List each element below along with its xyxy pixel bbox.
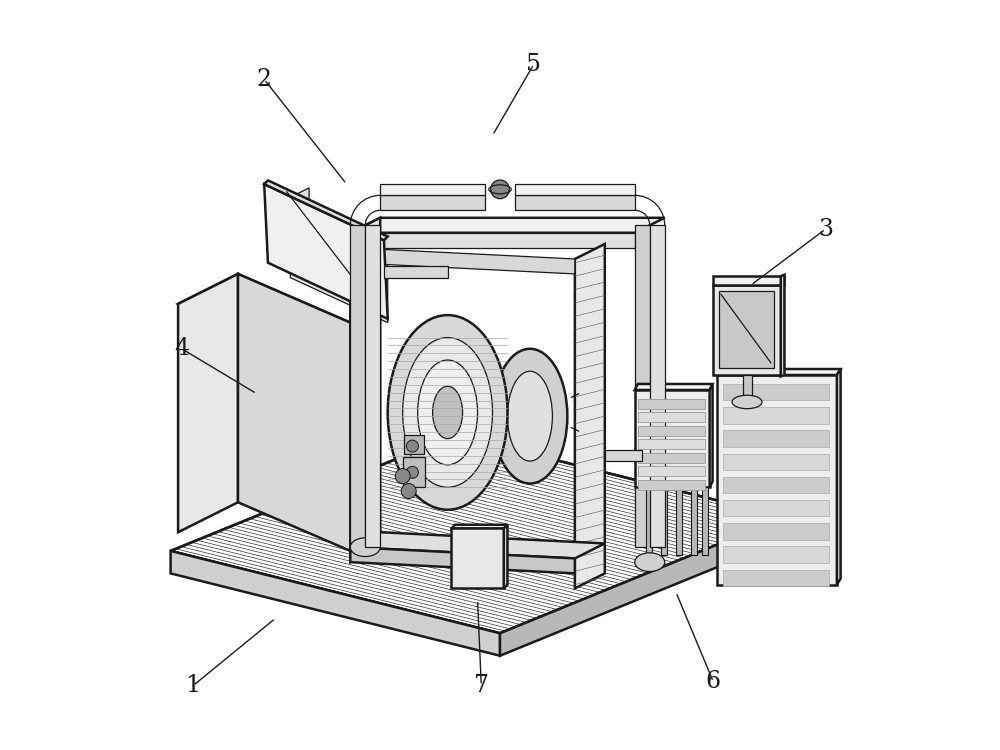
Polygon shape [451,529,504,588]
Ellipse shape [635,553,665,572]
Polygon shape [365,225,380,548]
Text: 4: 4 [174,338,189,360]
Polygon shape [638,480,705,490]
Polygon shape [723,547,829,563]
Polygon shape [171,435,784,633]
Ellipse shape [418,360,478,465]
Ellipse shape [388,315,507,510]
Polygon shape [515,195,635,210]
Polygon shape [380,195,485,210]
Polygon shape [515,184,635,195]
Polygon shape [723,524,829,540]
Polygon shape [723,477,829,494]
Ellipse shape [433,386,463,439]
Polygon shape [638,426,705,436]
Polygon shape [638,413,705,422]
Polygon shape [451,525,507,529]
Polygon shape [504,525,507,588]
Ellipse shape [403,338,493,488]
Polygon shape [178,274,350,352]
Polygon shape [287,188,309,214]
Polygon shape [837,369,841,584]
Polygon shape [350,225,365,548]
Polygon shape [350,548,575,574]
Polygon shape [404,435,424,454]
Polygon shape [781,274,784,376]
Polygon shape [743,375,752,399]
Polygon shape [717,375,837,584]
Polygon shape [290,199,388,259]
Polygon shape [350,217,665,232]
Polygon shape [702,488,708,555]
Polygon shape [290,199,388,322]
Text: 1: 1 [186,674,201,698]
Circle shape [406,466,418,478]
Polygon shape [264,184,388,319]
Circle shape [401,484,416,499]
Polygon shape [350,532,605,559]
Ellipse shape [493,349,567,484]
Polygon shape [638,466,705,476]
Polygon shape [713,285,781,375]
Polygon shape [500,518,784,656]
Polygon shape [717,369,841,375]
Text: 2: 2 [257,68,272,91]
Polygon shape [650,225,665,548]
Text: 5: 5 [526,53,541,76]
Polygon shape [638,399,705,409]
Ellipse shape [732,395,762,409]
Polygon shape [646,488,652,555]
Polygon shape [380,184,485,195]
Circle shape [406,440,418,452]
Polygon shape [638,453,705,463]
Text: 6: 6 [706,670,721,694]
Polygon shape [676,488,682,555]
Polygon shape [635,390,710,488]
Ellipse shape [507,371,552,461]
Polygon shape [723,570,829,586]
Polygon shape [723,500,829,517]
Polygon shape [171,551,500,656]
Polygon shape [723,454,829,470]
Ellipse shape [491,180,509,199]
Polygon shape [384,266,448,278]
Polygon shape [350,217,380,562]
Polygon shape [403,458,425,488]
Polygon shape [661,488,667,555]
Polygon shape [723,407,829,424]
Polygon shape [638,440,705,449]
Polygon shape [723,430,829,447]
Circle shape [395,469,410,484]
Polygon shape [575,244,605,588]
Polygon shape [238,274,350,551]
Polygon shape [723,384,829,400]
Polygon shape [605,450,642,461]
Polygon shape [350,232,635,248]
Text: 3: 3 [818,217,833,241]
Polygon shape [713,276,784,285]
Polygon shape [178,274,238,532]
Polygon shape [719,291,774,368]
Polygon shape [691,488,697,555]
Polygon shape [635,384,713,390]
Polygon shape [350,248,575,274]
Text: 7: 7 [474,674,489,698]
Polygon shape [710,384,713,488]
Polygon shape [264,180,388,240]
Ellipse shape [350,538,380,556]
Polygon shape [635,225,650,548]
